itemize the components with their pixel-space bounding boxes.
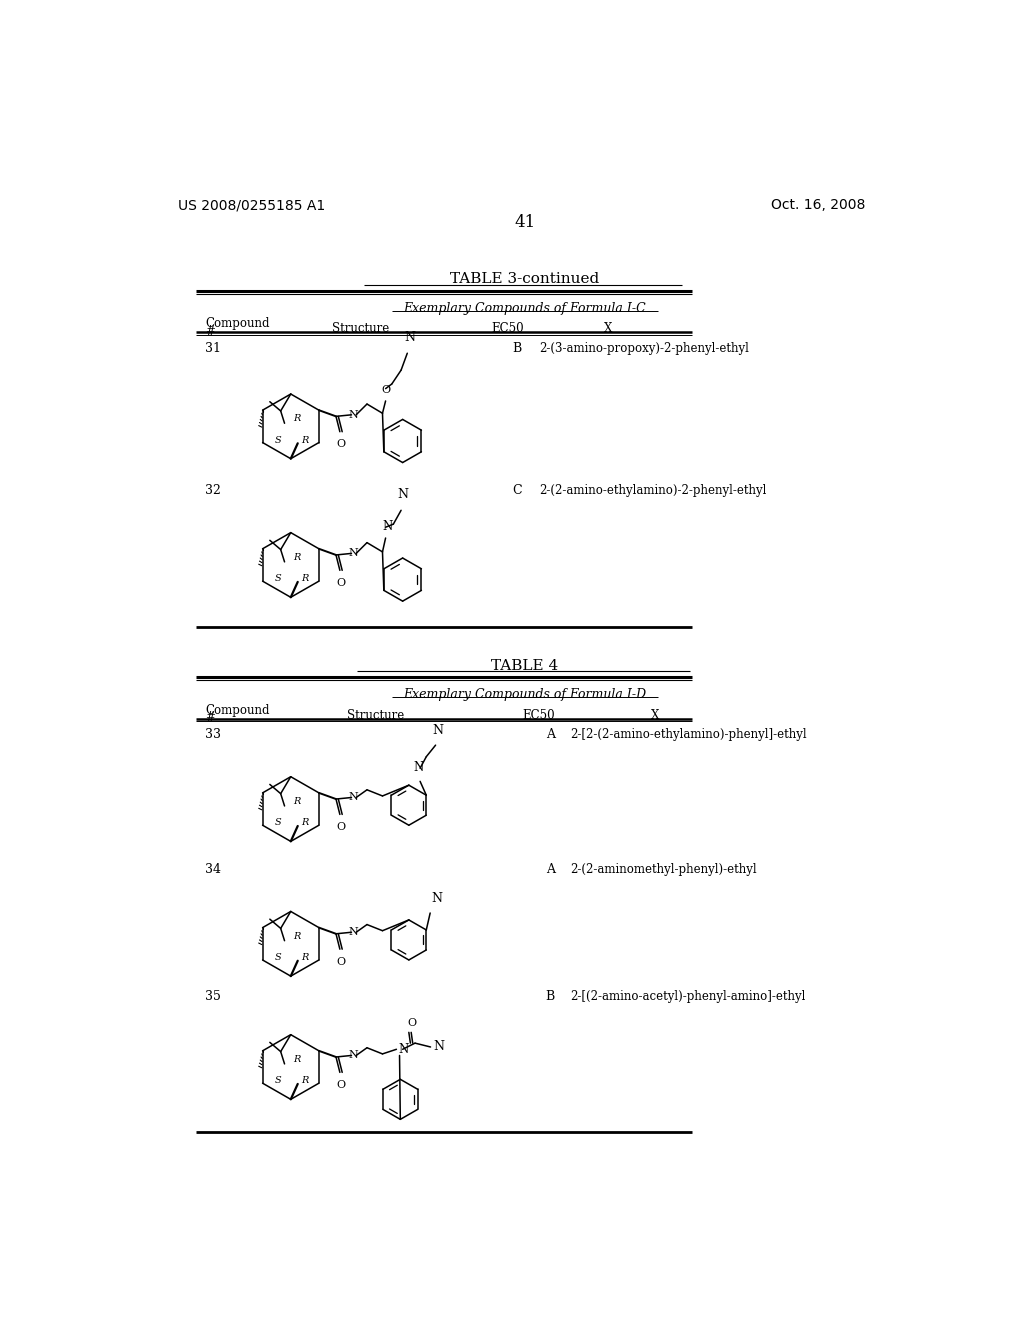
Text: 2-(2-aminomethyl-phenyl)-ethyl: 2-(2-aminomethyl-phenyl)-ethyl — [569, 863, 757, 876]
Text: X: X — [651, 709, 659, 722]
Text: R: R — [301, 574, 308, 583]
Text: C: C — [512, 484, 522, 498]
Text: B: B — [512, 342, 521, 355]
Text: A: A — [546, 729, 555, 742]
Text: N: N — [382, 520, 392, 533]
Text: O: O — [337, 822, 346, 832]
Text: N: N — [348, 409, 358, 420]
Text: N: N — [398, 1043, 409, 1056]
Text: O: O — [337, 578, 346, 587]
Text: 31: 31 — [206, 342, 221, 355]
Text: O: O — [382, 385, 391, 395]
Text: R: R — [293, 932, 301, 941]
Text: 34: 34 — [206, 863, 221, 876]
Text: S: S — [275, 953, 282, 962]
Text: A: A — [546, 863, 555, 876]
Text: N: N — [397, 488, 409, 502]
Text: Compound: Compound — [206, 704, 270, 717]
Text: #: # — [206, 325, 215, 338]
Text: N: N — [404, 331, 415, 345]
Text: #: # — [206, 711, 215, 725]
Text: O: O — [337, 1080, 346, 1090]
Text: N: N — [432, 723, 443, 737]
Text: N: N — [348, 927, 358, 937]
Text: 32: 32 — [206, 484, 221, 498]
Text: N: N — [433, 1040, 444, 1053]
Text: 35: 35 — [206, 990, 221, 1003]
Text: R: R — [301, 818, 308, 828]
Text: TABLE 4: TABLE 4 — [492, 659, 558, 673]
Text: R: R — [293, 797, 301, 805]
Text: R: R — [293, 1055, 301, 1064]
Text: 33: 33 — [206, 729, 221, 742]
Text: R: R — [293, 553, 301, 562]
Text: 2-(2-amino-ethylamino)-2-phenyl-ethyl: 2-(2-amino-ethylamino)-2-phenyl-ethyl — [539, 484, 766, 498]
Text: X: X — [604, 322, 612, 335]
Text: O: O — [408, 1018, 417, 1028]
Text: S: S — [275, 818, 282, 828]
Text: O: O — [337, 957, 346, 966]
Text: Structure: Structure — [332, 322, 389, 335]
Text: N: N — [348, 1051, 358, 1060]
Text: TABLE 3-continued: TABLE 3-continued — [451, 272, 599, 286]
Text: R: R — [301, 1076, 308, 1085]
Text: Exemplary Compounds of Formula I-C: Exemplary Compounds of Formula I-C — [403, 302, 646, 314]
Text: N: N — [432, 892, 442, 906]
Text: Compound: Compound — [206, 317, 270, 330]
Text: EC50: EC50 — [522, 709, 555, 722]
Text: R: R — [293, 414, 301, 424]
Text: Structure: Structure — [347, 709, 404, 722]
Text: S: S — [275, 574, 282, 583]
Text: EC50: EC50 — [492, 322, 524, 335]
Text: N: N — [348, 792, 358, 803]
Text: 2-(3-amino-propoxy)-2-phenyl-ethyl: 2-(3-amino-propoxy)-2-phenyl-ethyl — [539, 342, 749, 355]
Text: N: N — [348, 548, 358, 558]
Text: 2-[(2-amino-acetyl)-phenyl-amino]-ethyl: 2-[(2-amino-acetyl)-phenyl-amino]-ethyl — [569, 990, 805, 1003]
Text: R: R — [301, 953, 308, 962]
Text: Oct. 16, 2008: Oct. 16, 2008 — [771, 198, 865, 213]
Text: 2-[2-(2-amino-ethylamino)-phenyl]-ethyl: 2-[2-(2-amino-ethylamino)-phenyl]-ethyl — [569, 729, 806, 742]
Text: Exemplary Compounds of Formula I-D: Exemplary Compounds of Formula I-D — [403, 688, 646, 701]
Text: S: S — [275, 436, 282, 445]
Text: N: N — [414, 760, 424, 774]
Text: US 2008/0255185 A1: US 2008/0255185 A1 — [178, 198, 326, 213]
Text: 41: 41 — [514, 214, 536, 231]
Text: R: R — [301, 436, 308, 445]
Text: O: O — [337, 440, 346, 449]
Text: B: B — [546, 990, 555, 1003]
Text: S: S — [275, 1076, 282, 1085]
